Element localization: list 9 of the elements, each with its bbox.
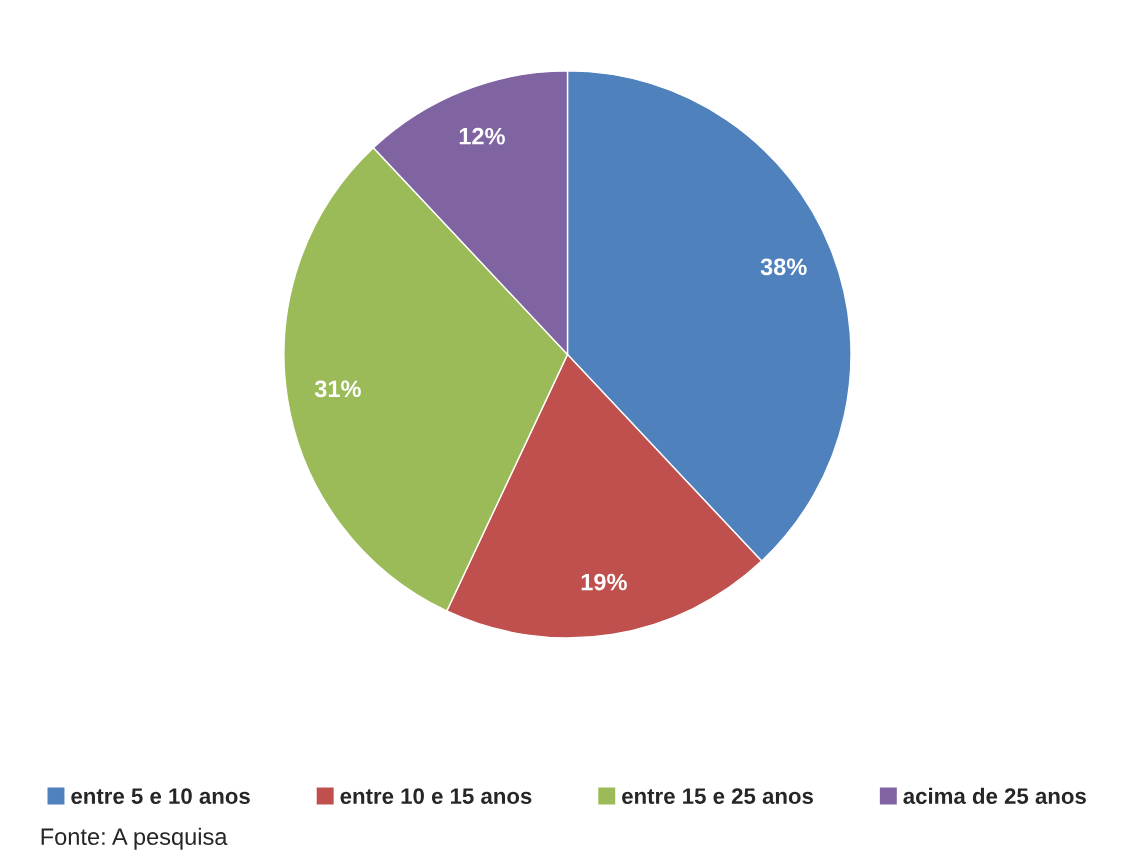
- legend-label: entre 10 e 15 anos: [340, 788, 532, 804]
- legend-label: entre 15 e 25 anos: [622, 788, 813, 804]
- data-label: 12%: [459, 127, 505, 145]
- data-label: 31%: [314, 380, 361, 398]
- legend-label: acima de 25 anos: [903, 787, 1086, 804]
- source-note: Fonte: A pesquisa: [41, 827, 228, 850]
- legend-label: entre 5 e 10 anos: [71, 788, 250, 804]
- data-label: 38%: [760, 258, 807, 276]
- data-label: 19%: [581, 573, 627, 591]
